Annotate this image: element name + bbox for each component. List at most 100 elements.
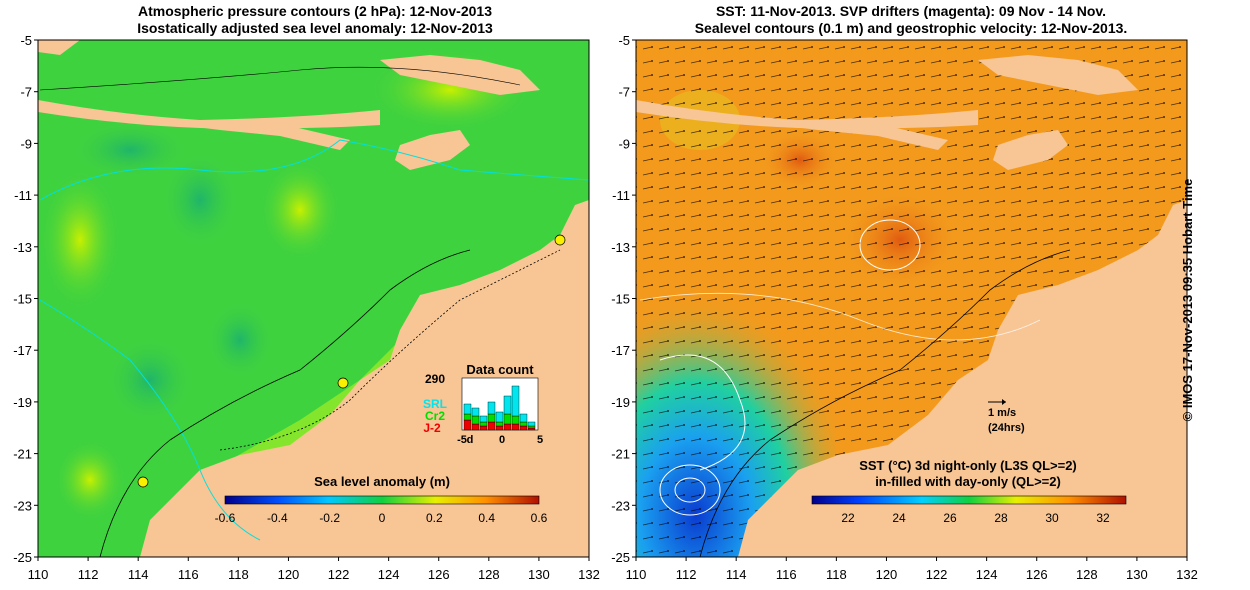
data-count-bar [527, 421, 536, 427]
left-x-axis: 110 112 114 116 118 120 122 124 126 128 130 132 [28, 557, 600, 582]
left-map: -5 -7 -9 -11 -13 -15 -17 -19 -21 -23 -25 110 112 114… [13, 33, 600, 582]
right-colorbar-ticks: 22 24 26 28 30 32 [841, 511, 1110, 525]
left-x-tick-label: 114 [128, 567, 149, 582]
side-credit: © IMOS 17-Nov-2013 09:35 Hobart Time [1180, 178, 1195, 422]
right-colorbar-tick-label: 24 [892, 511, 906, 525]
data-count-bar [471, 415, 480, 425]
left-colorbar-ticks: -0.6 -0.4 -0.2 0 0.2 0.4 0.6 [215, 511, 548, 525]
dc-tick-0: 0 [499, 434, 505, 446]
left-y-tick-label: -21 [13, 447, 32, 462]
data-count-bar [463, 419, 472, 431]
right-title-line1: SST: 11-Nov-2013. SVP drifters (magenta)… [715, 3, 1107, 19]
right-x-tick-label: 114 [726, 567, 747, 582]
data-count-inset: Data count 290 SRL Cr2 J-2 -5 d 0 5 [423, 362, 543, 446]
right-x-tick-label: 116 [776, 567, 797, 582]
right-colorbar-tick-label: 28 [994, 511, 1008, 525]
data-count-bar [511, 423, 520, 431]
left-x-tick-label: 128 [478, 567, 500, 582]
left-colorbar-tick-label: -0.2 [319, 511, 340, 525]
legend-j2: J-2 [423, 421, 441, 435]
data-count-bar [487, 421, 496, 431]
left-y-tick-label: -19 [13, 395, 32, 410]
right-y-axis: -5 -7 -9 -11 -13 -15 -17 -19 -21 -23 -25 [611, 33, 636, 565]
right-y-tick-label: -23 [611, 498, 630, 513]
right-x-tick-label: 130 [1126, 567, 1148, 582]
right-x-tick-label: 128 [1076, 567, 1098, 582]
left-x-tick-label: 122 [328, 567, 350, 582]
right-x-tick-label: 132 [1176, 567, 1198, 582]
right-y-tick-label: -21 [611, 447, 630, 462]
dc-tick-d: d [467, 434, 474, 446]
velocity-sub: (24hrs) [988, 422, 1025, 434]
data-count-bar [511, 385, 520, 417]
data-count-bar [487, 401, 496, 415]
left-x-tick-label: 118 [228, 567, 249, 582]
data-count-bar [479, 415, 488, 423]
left-x-tick-label: 124 [378, 567, 400, 582]
left-y-tick-label: -5 [20, 33, 32, 48]
left-y-tick-label: -9 [20, 136, 32, 151]
data-count-bar [511, 415, 520, 425]
right-colorbar [811, 495, 1127, 505]
data-count-bar [503, 423, 512, 431]
right-y-tick-label: -25 [611, 550, 630, 565]
left-y-tick-label: -23 [13, 498, 32, 513]
data-count-bar [495, 411, 504, 423]
right-x-tick-label: 122 [926, 567, 948, 582]
left-x-tick-label: 116 [178, 567, 199, 582]
left-colorbar-tick-label: 0.4 [478, 511, 495, 525]
left-y-axis: -5 -7 -9 -11 -13 -15 -17 -19 -21 -23 -25 [13, 33, 38, 565]
right-y-tick-label: -17 [611, 343, 630, 358]
left-colorbar-tick-label: -0.6 [215, 511, 236, 525]
right-x-tick-label: 112 [676, 567, 697, 582]
right-y-tick-label: -13 [611, 240, 630, 255]
left-colorbar-tick-label: 0 [379, 511, 386, 525]
data-count-bar [527, 427, 536, 431]
right-x-tick-label: 120 [876, 567, 898, 582]
data-count-bar [503, 395, 512, 415]
data-count-title: Data count [466, 362, 534, 377]
data-count-bar [519, 413, 528, 423]
left-title: Atmospheric pressure contours (2 hPa): 1… [40, 3, 590, 37]
left-colorbar-label: Sea level anomaly (m) [314, 474, 450, 489]
left-colorbar-tick-label: 0.2 [426, 511, 443, 525]
data-count-bar [479, 425, 488, 431]
data-count-bar [471, 407, 480, 417]
data-count-bar [503, 413, 512, 425]
data-count-bar [463, 413, 472, 421]
legend-srl: SRL [423, 397, 447, 411]
data-count-bar [487, 413, 496, 423]
left-x-tick-label: 130 [528, 567, 550, 582]
left-colorbar-tick-label: -0.4 [267, 511, 288, 525]
left-x-tick-label: 120 [278, 567, 300, 582]
left-y-tick-label: -13 [13, 240, 32, 255]
left-colorbar-tick-label: 0.6 [531, 511, 548, 525]
velocity-label: 1 m/s [988, 407, 1016, 419]
data-count-bar [495, 421, 504, 427]
right-x-tick-label: 124 [976, 567, 998, 582]
right-colorbar-tick-label: 26 [943, 511, 957, 525]
data-count-bar [479, 421, 488, 427]
left-x-tick-label: 126 [428, 567, 450, 582]
left-y-tick-label: -17 [13, 343, 32, 358]
left-colorbar [224, 495, 540, 505]
right-x-tick-label: 126 [1026, 567, 1048, 582]
dc-tick-neg5: -5 [457, 434, 467, 446]
right-y-tick-label: -19 [611, 395, 630, 410]
right-map: -5 -7 -9 -11 -13 -15 -17 -19 -21 -23 -25 110 112 114… [611, 33, 1198, 582]
right-title-line2: Sealevel contours (0.1 m) and geostrophi… [694, 20, 1128, 36]
right-colorbar-label-1: SST (°C) 3d night-only (L3S QL>=2) [859, 458, 1077, 473]
right-australia-land [738, 200, 1187, 557]
right-x-tick-label: 110 [626, 567, 647, 582]
left-y-tick-label: -11 [14, 188, 32, 203]
data-count-bar [471, 423, 480, 431]
data-count-bar [527, 425, 536, 429]
right-y-tick-label: -11 [612, 188, 630, 203]
left-y-tick-label: -7 [20, 85, 32, 100]
right-colorbar-tick-label: 30 [1045, 511, 1059, 525]
left-x-tick-label: 112 [78, 567, 99, 582]
left-title-line2: Isostatically adjusted sea level anomaly… [137, 20, 493, 36]
data-count-bar [519, 421, 528, 427]
right-x-tick-label: 118 [826, 567, 847, 582]
